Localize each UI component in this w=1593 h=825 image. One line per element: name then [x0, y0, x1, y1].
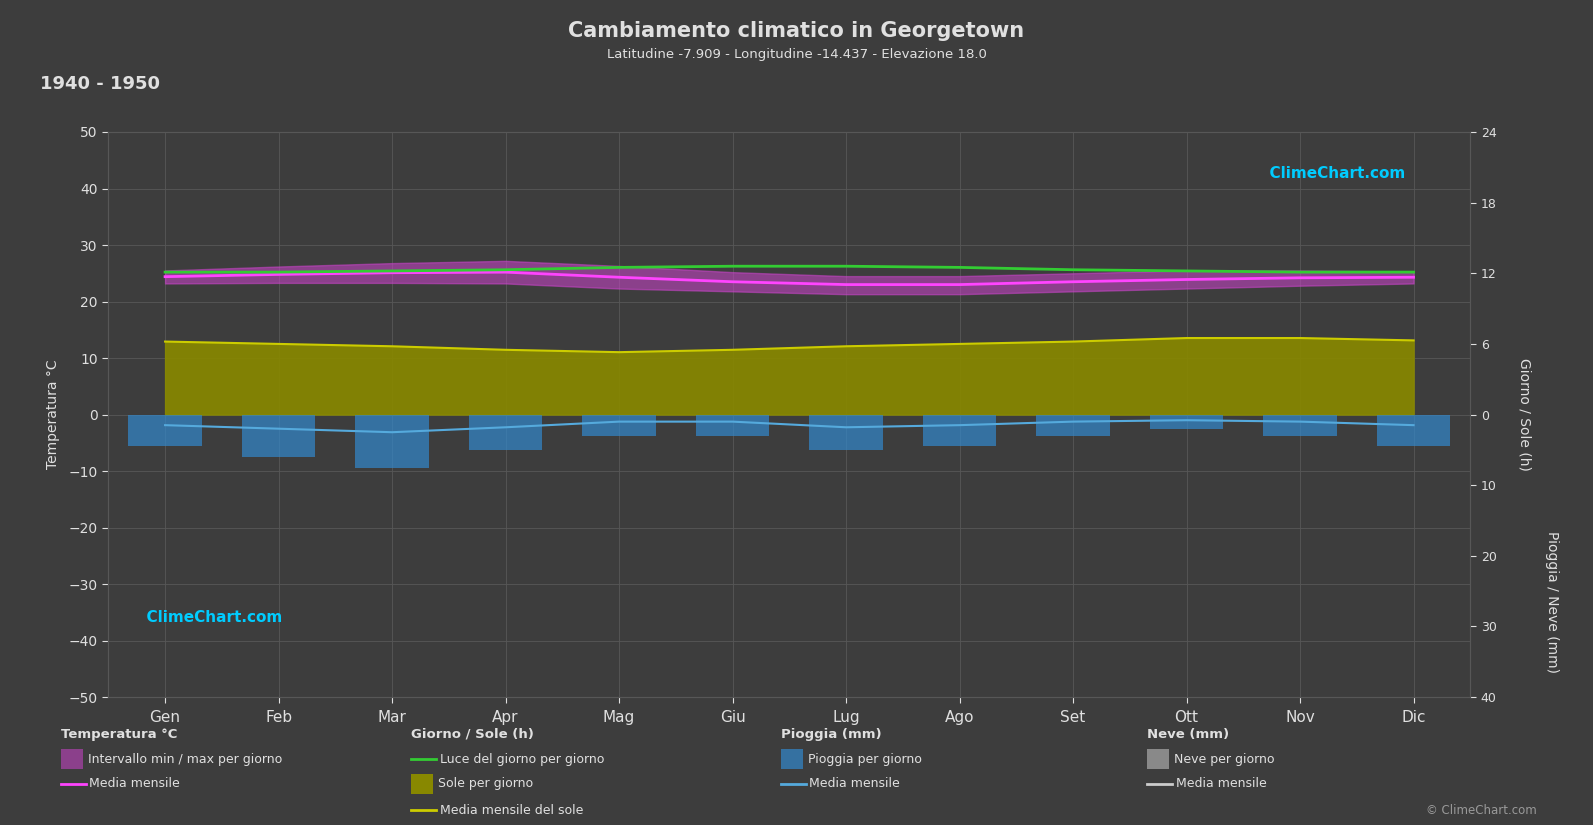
Text: Giorno / Sole (h): Giorno / Sole (h) — [411, 728, 534, 741]
Bar — [809, 414, 883, 450]
Bar — [1035, 414, 1110, 436]
Text: ClimeChart.com: ClimeChart.com — [135, 610, 282, 625]
Text: Pioggia (mm): Pioggia (mm) — [781, 728, 881, 741]
Bar — [355, 414, 429, 468]
Text: Intervallo min / max per giorno: Intervallo min / max per giorno — [88, 752, 282, 766]
Text: Neve per giorno: Neve per giorno — [1174, 752, 1274, 766]
Bar — [581, 414, 656, 436]
Text: 1940 - 1950: 1940 - 1950 — [40, 75, 161, 93]
Text: Luce del giorno per giorno: Luce del giorno per giorno — [440, 752, 604, 766]
Text: Sole per giorno: Sole per giorno — [438, 777, 534, 790]
Text: Media mensile: Media mensile — [809, 777, 900, 790]
Text: Media mensile: Media mensile — [1176, 777, 1266, 790]
Text: Latitudine -7.909 - Longitudine -14.437 - Elevazione 18.0: Latitudine -7.909 - Longitudine -14.437 … — [607, 48, 986, 61]
Bar — [922, 414, 997, 446]
Bar — [127, 414, 202, 446]
Text: ClimeChart.com: ClimeChart.com — [1258, 166, 1405, 181]
Text: Temperatura °C: Temperatura °C — [61, 728, 177, 741]
Bar — [1263, 414, 1337, 436]
Bar — [1150, 414, 1223, 429]
Y-axis label: Giorno / Sole (h): Giorno / Sole (h) — [1518, 358, 1531, 471]
Bar — [696, 414, 769, 436]
Text: Pioggia per giorno: Pioggia per giorno — [808, 752, 921, 766]
Text: © ClimeChart.com: © ClimeChart.com — [1426, 804, 1537, 817]
Bar — [242, 414, 315, 457]
Text: Cambiamento climatico in Georgetown: Cambiamento climatico in Georgetown — [569, 21, 1024, 40]
Text: Media mensile del sole: Media mensile del sole — [440, 804, 583, 817]
Text: Media mensile: Media mensile — [89, 777, 180, 790]
Bar — [468, 414, 543, 450]
Y-axis label: Temperatura °C: Temperatura °C — [46, 360, 61, 469]
Bar — [1376, 414, 1451, 446]
Text: Neve (mm): Neve (mm) — [1147, 728, 1230, 741]
Text: Pioggia / Neve (mm): Pioggia / Neve (mm) — [1545, 531, 1558, 673]
